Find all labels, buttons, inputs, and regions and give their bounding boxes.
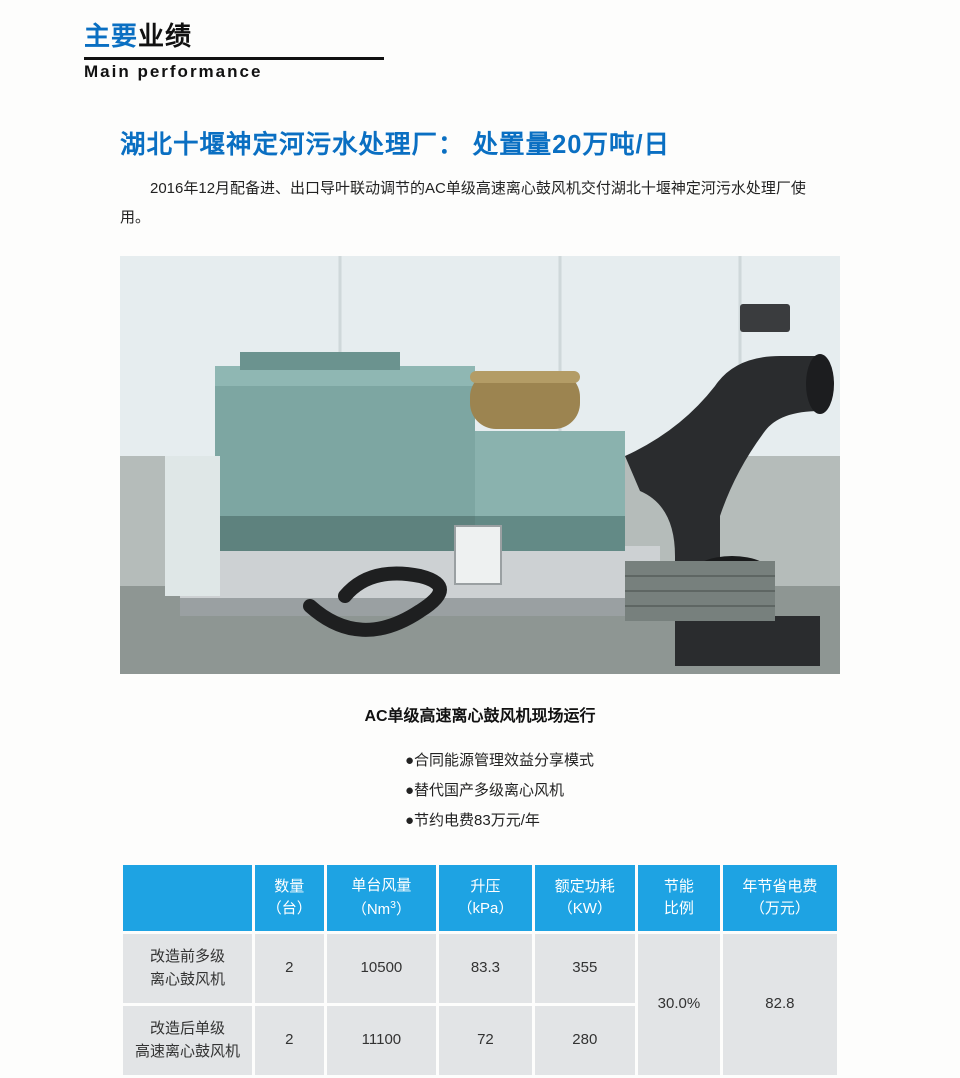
cell-qty: 2 [254, 1005, 325, 1077]
cell-power: 280 [533, 1005, 637, 1077]
th-ratio: 节能 比例 [637, 864, 722, 933]
section-description: 2016年12月配备进、出口导叶联动调节的AC单级高速离心鼓风机交付湖北十堰神定… [120, 175, 840, 232]
table-row: 改造前多级 离心鼓风机 2 10500 83.3 355 30.0% 82.8 [122, 933, 839, 1005]
table-header-row: 数量 （台） 单台风量 （Nm3） 升压 （kPa） 额定功耗 （KW） 节能 … [122, 864, 839, 933]
row-label: 改造后单级 高速离心鼓风机 [122, 1005, 254, 1077]
th-flow: 单台风量 （Nm3） [325, 864, 438, 933]
bullet-item: ●替代国产多级离心风机 [405, 776, 695, 806]
bullet-item: ●合同能源管理效益分享模式 [405, 746, 695, 776]
th-blank [122, 864, 254, 933]
header-divider [84, 57, 384, 60]
cell-power: 355 [533, 933, 637, 1005]
cell-flow: 11100 [325, 1005, 438, 1077]
bullet-list: ●合同能源管理效益分享模式 ●替代国产多级离心风机 ●节约电费83万元/年 [265, 746, 695, 836]
comparison-table: 数量 （台） 单台风量 （Nm3） 升压 （kPa） 额定功耗 （KW） 节能 … [120, 862, 840, 1078]
cell-press: 72 [438, 1005, 533, 1077]
photo-caption: AC单级高速离心鼓风机现场运行 [120, 702, 840, 726]
cell-flow: 10500 [325, 933, 438, 1005]
th-press: 升压 （kPa） [438, 864, 533, 933]
header-en: Main performance [84, 62, 960, 82]
header-zh-bold: 业绩 [138, 21, 192, 51]
th-save: 年节省电费 （万元） [721, 864, 838, 933]
th-qty: 数量 （台） [254, 864, 325, 933]
row-label: 改造前多级 离心鼓风机 [122, 933, 254, 1005]
section-title: 湖北十堰神定河污水处理厂： 处置量20万吨/日 [120, 124, 840, 161]
header-zh: 主要业绩 [84, 16, 960, 53]
cell-press: 83.3 [438, 933, 533, 1005]
bullet-item: ●节约电费83万元/年 [405, 806, 695, 836]
content-area: 湖北十堰神定河污水处理厂： 处置量20万吨/日 2016年12月配备进、出口导叶… [0, 82, 960, 1078]
th-power: 额定功耗 （KW） [533, 864, 637, 933]
header-zh-blue: 主要 [84, 21, 138, 51]
cell-qty: 2 [254, 933, 325, 1005]
page-header: 主要业绩 Main performance [0, 0, 960, 82]
site-photo [120, 256, 840, 674]
cell-save: 82.8 [721, 933, 838, 1077]
cell-ratio: 30.0% [637, 933, 722, 1077]
